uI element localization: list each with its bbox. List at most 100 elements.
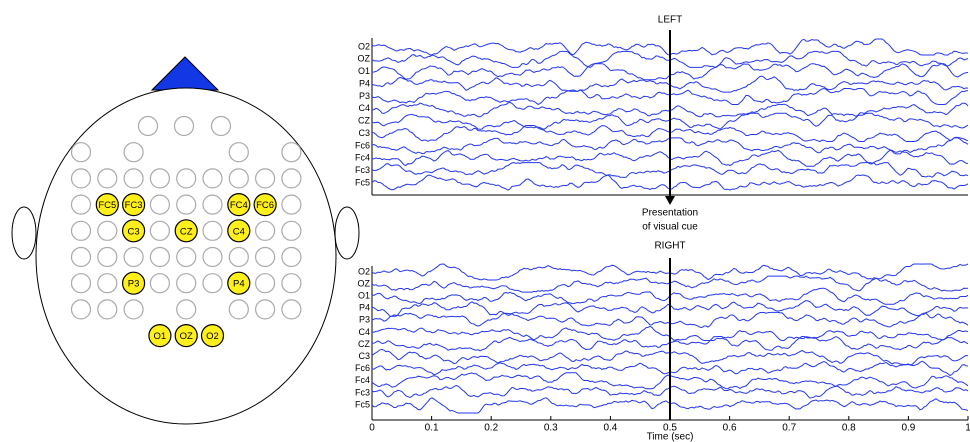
grid-electrode bbox=[97, 168, 118, 189]
x-tick-label: 0.3 bbox=[544, 423, 558, 434]
grid-electrode bbox=[176, 194, 197, 215]
channel-label: P3 bbox=[359, 91, 370, 101]
right-ear bbox=[334, 206, 360, 260]
grid-electrode bbox=[149, 273, 170, 294]
grid-electrode bbox=[70, 194, 92, 215]
grid-electrode bbox=[281, 246, 302, 268]
grid-electrode bbox=[149, 194, 170, 215]
grid-electrode bbox=[202, 246, 223, 268]
active-electrode bbox=[227, 193, 251, 217]
active-electrode bbox=[227, 271, 251, 295]
grid-electrode bbox=[255, 168, 276, 189]
active-electrode bbox=[95, 193, 119, 217]
channel-label: P4 bbox=[359, 303, 370, 313]
electrode-label: P4 bbox=[233, 279, 245, 290]
grid-electrode bbox=[70, 142, 92, 163]
channel-label: OZ bbox=[358, 278, 371, 288]
grid-electrode bbox=[255, 246, 276, 268]
channel-label: P4 bbox=[359, 78, 370, 88]
grid-electrode bbox=[281, 142, 302, 163]
grid-electrode bbox=[97, 246, 118, 268]
x-tick-label: 0.2 bbox=[484, 423, 498, 434]
grid-electrode bbox=[202, 273, 223, 294]
channel-label: Fc6 bbox=[355, 363, 370, 373]
grid-electrode bbox=[70, 220, 92, 241]
electrode-label: OZ bbox=[180, 331, 193, 342]
grid-electrode bbox=[137, 115, 159, 137]
grid-electrode bbox=[255, 299, 276, 320]
x-tick-label: 0.4 bbox=[603, 423, 617, 434]
grid-electrode bbox=[202, 220, 223, 241]
active-electrode bbox=[174, 324, 198, 348]
x-tick-label: 0.8 bbox=[842, 423, 856, 434]
grid-electrode bbox=[176, 299, 197, 320]
nose bbox=[150, 56, 220, 91]
electrode-label: FC3 bbox=[125, 200, 143, 211]
channel-label: Fc3 bbox=[355, 165, 370, 175]
channel-label: O2 bbox=[358, 41, 370, 51]
grid-electrode bbox=[149, 246, 170, 268]
x-axis-label: Time (sec) bbox=[647, 432, 694, 442]
channel-label: CZ bbox=[358, 339, 370, 349]
active-electrode bbox=[227, 219, 251, 243]
grid-electrode bbox=[173, 115, 195, 137]
x-tick-label: 0.6 bbox=[723, 423, 737, 434]
channel-label: C4 bbox=[358, 327, 370, 337]
grid-electrode bbox=[255, 220, 276, 241]
channel-label: Fc4 bbox=[355, 375, 370, 385]
channel-label: P3 bbox=[359, 315, 370, 325]
channel-label: Fc6 bbox=[355, 140, 370, 150]
panel-title: RIGHT bbox=[654, 241, 685, 252]
grid-electrode bbox=[228, 168, 249, 189]
grid-electrode bbox=[228, 142, 249, 163]
electrode-label: FC6 bbox=[256, 200, 274, 211]
grid-electrode bbox=[149, 168, 170, 189]
x-tick-label: 0.1 bbox=[425, 423, 439, 434]
channel-label: O1 bbox=[358, 66, 370, 76]
grid-electrode bbox=[255, 273, 276, 294]
grid-electrode bbox=[281, 273, 302, 294]
left-ear bbox=[11, 206, 37, 260]
x-tick-label: 0.5 bbox=[663, 423, 677, 434]
grid-electrode bbox=[281, 299, 302, 320]
grid-electrode bbox=[70, 299, 92, 320]
grid-electrode bbox=[202, 194, 223, 215]
channel-label: C3 bbox=[358, 351, 370, 361]
cue-arrow bbox=[665, 196, 675, 205]
grid-electrode bbox=[149, 220, 170, 241]
grid-electrode bbox=[70, 246, 92, 268]
x-tick-label: 1 bbox=[965, 423, 970, 434]
grid-electrode bbox=[210, 115, 232, 137]
channel-label: Fc4 bbox=[355, 153, 370, 163]
active-electrode bbox=[253, 193, 277, 217]
grid-electrode bbox=[176, 273, 197, 294]
active-electrode bbox=[122, 219, 146, 243]
electrode-label: C3 bbox=[128, 226, 140, 237]
electrode-label: P3 bbox=[128, 279, 140, 290]
grid-electrode bbox=[176, 168, 197, 189]
cue-label: of visual cue bbox=[642, 222, 698, 233]
x-tick-label: 0.9 bbox=[901, 423, 915, 434]
grid-electrode bbox=[281, 168, 302, 189]
electrode-label: FC5 bbox=[98, 200, 116, 211]
grid-electrode bbox=[202, 168, 223, 189]
grid-electrode bbox=[123, 168, 144, 189]
grid-electrode bbox=[176, 246, 197, 268]
active-electrode bbox=[200, 324, 225, 348]
channel-label: Fc5 bbox=[355, 399, 370, 409]
cue-label: Presentation bbox=[642, 208, 698, 219]
grid-electrode bbox=[228, 246, 249, 268]
x-tick-label: 0 bbox=[369, 423, 375, 434]
grid-electrode bbox=[281, 220, 302, 241]
channel-label: Fc3 bbox=[355, 387, 370, 397]
x-tick-label: 0.7 bbox=[782, 423, 796, 434]
grid-electrode bbox=[281, 194, 302, 215]
channel-label: Fc5 bbox=[355, 177, 370, 187]
channel-label: O1 bbox=[358, 291, 370, 301]
active-electrode bbox=[174, 219, 198, 243]
grid-electrode bbox=[70, 168, 92, 189]
electrode-label: CZ bbox=[180, 226, 193, 237]
channel-label: O2 bbox=[358, 266, 370, 276]
electrode-label: C4 bbox=[233, 226, 245, 237]
